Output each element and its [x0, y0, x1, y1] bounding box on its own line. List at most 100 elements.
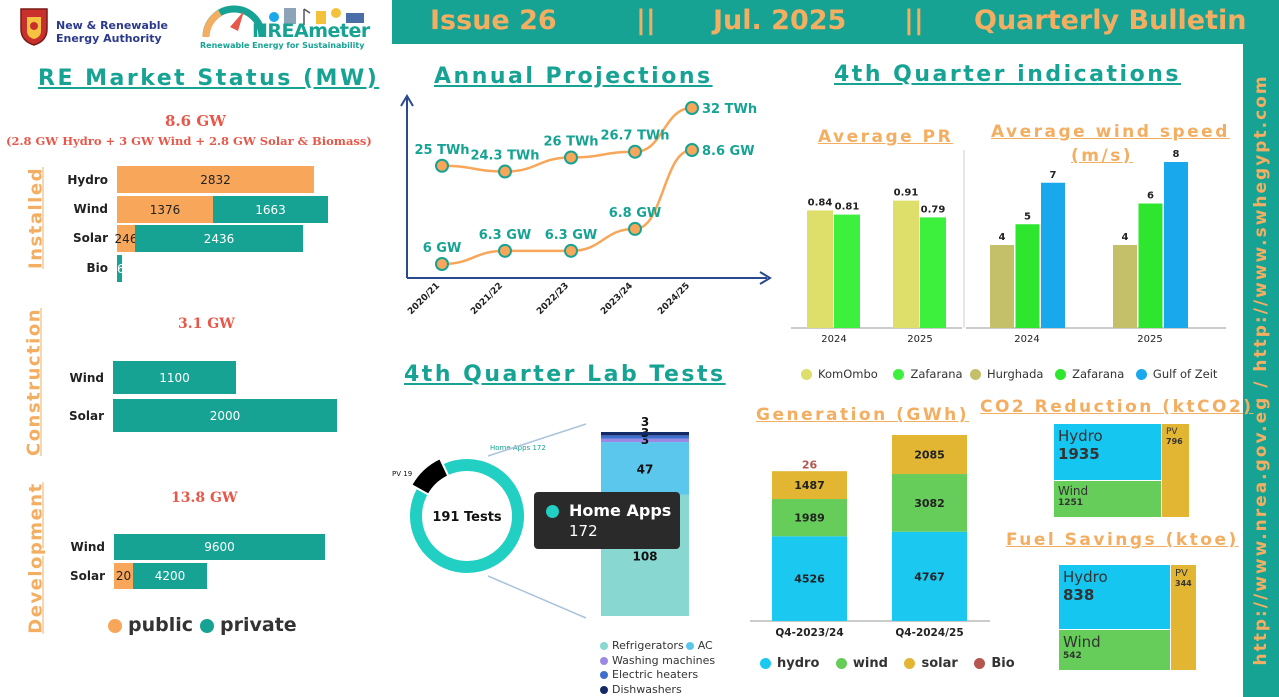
slice-label: Home Apps 172 — [490, 444, 546, 452]
row-label: Wind — [70, 540, 105, 554]
bar-label: 8 — [1173, 150, 1180, 160]
bar — [1113, 245, 1137, 328]
bar-label: 2085 — [914, 449, 945, 462]
bar-segment — [772, 471, 847, 500]
gauge-icon — [202, 5, 266, 38]
data-label: 26.7 TWh — [600, 129, 669, 144]
x-tick-label: 2022/23 — [535, 281, 571, 317]
data-label: 24.3 TWh — [470, 149, 539, 164]
breakdown-label: 108 — [632, 549, 657, 563]
bar-segment — [772, 499, 847, 537]
energy-icons — [269, 8, 364, 25]
data-point — [435, 257, 449, 271]
slice-label: PV 19 — [392, 470, 412, 478]
bar-segment — [892, 435, 967, 475]
bar-label: 0.81 — [835, 202, 860, 213]
bar-segment — [892, 531, 967, 621]
bar-label: 0.91 — [894, 188, 919, 199]
bar-label: 5 — [1024, 211, 1031, 222]
bar-segment — [772, 536, 847, 621]
lab-title: 4th Quarter Lab Tests — [404, 362, 726, 387]
legend-public: public — [108, 614, 193, 636]
row-label: Wind — [69, 371, 104, 385]
bar-segment — [892, 474, 967, 532]
bar — [920, 217, 946, 328]
lab-legend: Refrigerators AC Washing machines Electri… — [600, 639, 715, 697]
x-tick-label: 2021/22 — [469, 281, 505, 317]
co2-hydro-tile: Hydro 1935 — [1054, 424, 1161, 480]
nreameter-logo: NREAmeter Renewable Energy for Sustainab… — [200, 3, 372, 51]
legend-dot — [200, 618, 214, 633]
bar-label: 1989 — [794, 512, 825, 525]
bar-private: 1663 — [213, 196, 328, 223]
installed-total: 8.6 GW — [165, 112, 226, 130]
bar-private: 9600 — [114, 534, 325, 560]
bar — [893, 200, 919, 328]
data-label: 32 TWh — [702, 102, 757, 117]
breakdown-label: 3 — [641, 433, 649, 447]
breakdown-label: 3 — [641, 415, 649, 429]
quarter-title: 4th Quarter indications — [834, 62, 1181, 87]
breakdown-segment — [601, 438, 689, 443]
bar-public: 246 — [115, 225, 137, 252]
wind-speed-title-2: (m/s) — [1071, 146, 1134, 166]
bar-private: 2436 — [135, 225, 303, 252]
bar-private: 64 — [117, 255, 132, 282]
bar-public: 20 — [114, 563, 133, 589]
row-label: Solar — [72, 231, 108, 245]
x-tick-label: 2023/24 — [599, 281, 635, 317]
bar-label: 0.84 — [808, 197, 833, 208]
bar-label: 7 — [1050, 170, 1057, 181]
bar-label: 4526 — [794, 573, 825, 586]
tooltip-dot — [546, 505, 559, 518]
sidebar-urls[interactable]: http://www.nrea.gov.eg / http://www.swhe… — [1251, 74, 1271, 666]
installed-label: Installed — [25, 167, 47, 269]
bar — [834, 214, 860, 328]
legend-dot — [108, 618, 122, 633]
bar-label: 26 — [802, 459, 818, 472]
co2-wind-tile: Wind 1251 — [1054, 481, 1161, 517]
bar-label: 6 — [1147, 191, 1154, 202]
row-label: Bio — [86, 261, 108, 275]
x-tick-label: Q4-2024/25 — [895, 627, 963, 639]
data-point — [564, 243, 578, 258]
projections-title: Annual Projections — [434, 64, 713, 89]
connector-line — [487, 423, 587, 457]
co2-pv-tile: PV 796 — [1162, 424, 1189, 517]
fuel-pv-tile: PV 344 — [1171, 565, 1196, 670]
separator: || — [904, 5, 924, 36]
data-label: 6 GW — [423, 241, 462, 256]
row-label: Wind — [73, 202, 108, 216]
separator: || — [636, 5, 656, 36]
bar-private: 2000 — [113, 399, 337, 432]
generation-chart: 4526 1989 1487 26 Q4-2023/24 4767 3082 2085 Q4-2… — [750, 435, 990, 639]
breakdown-segment — [601, 442, 689, 495]
header-bar — [392, 0, 1279, 44]
bar-label: 1487 — [794, 479, 825, 492]
data-point — [685, 101, 699, 115]
pr-title: Average PR — [818, 127, 954, 147]
side-bar — [1243, 44, 1279, 697]
data-point — [498, 243, 512, 258]
data-point — [435, 158, 449, 173]
data-point — [564, 150, 578, 165]
bar-label: 4 — [999, 232, 1006, 243]
construction-total: 3.1 GW — [178, 316, 235, 332]
wind-speed-legend: Hurghada Zafarana Gulf of Zeit — [970, 367, 1217, 381]
bar — [1015, 224, 1040, 328]
data-label: 8.6 GW — [702, 144, 755, 159]
bulletin-title: Quarterly Bulletin — [974, 5, 1247, 36]
installed-breakdown: (2.8 GW Hydro + 3 GW Wind + 2.8 GW Solar… — [6, 134, 372, 148]
fuel-hydro-tile: Hydro 838 — [1059, 565, 1170, 629]
x-tick-label: 2024 — [821, 334, 846, 345]
data-point — [685, 143, 699, 157]
pie-slice — [409, 456, 450, 496]
quarter-charts: 0.84 0.81 2024 0.910.79 2025 4 5 7 2024 4 6 8 2025 — [791, 150, 1226, 345]
fuel-title: Fuel Savings (ktoe) — [1006, 530, 1239, 550]
bar-label: 4 — [1122, 232, 1129, 243]
data-label: 25 TWh — [414, 143, 469, 158]
bar-public: 2832 — [117, 166, 314, 193]
connector-line — [487, 575, 587, 619]
breakdown-label: 47 — [637, 462, 654, 476]
co2-title: CO2 Reduction (ktCO2) — [980, 397, 1254, 417]
